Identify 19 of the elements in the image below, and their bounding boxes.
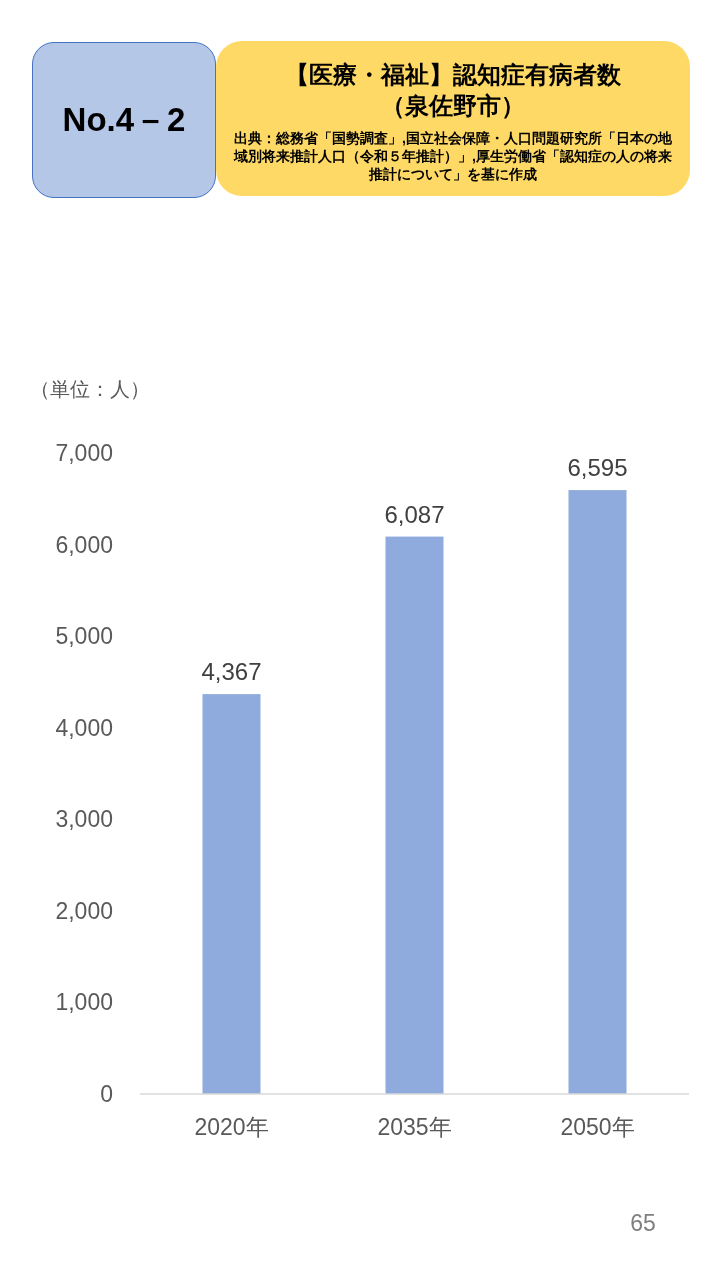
- annotation: 出典：総務省「国勢調査」,国立社会保障・人口問題研究所「日本の地域別将来推計人口（令和５年推計）」,厚生労働省「認知症の人の将来推計について」を基に作成: [232, 129, 673, 183]
- title: 【医療・福祉】認知症有病者数（泉佐野市）: [284, 60, 622, 121]
- x-tick-label: 2050年: [560, 1114, 635, 1140]
- y-tick-label: 7,000: [55, 440, 113, 466]
- y-tick-label: 4,000: [55, 714, 113, 741]
- y-tick-label: 5,000: [55, 623, 113, 650]
- x-tick-label: 2020年: [194, 1114, 269, 1140]
- y-tick-label: 2,000: [55, 897, 113, 924]
- data-label: 6,595: [567, 454, 628, 482]
- annotation: 65: [630, 1210, 656, 1236]
- data-label: 6,087: [384, 500, 445, 528]
- annotation: No.4－2: [62, 99, 186, 140]
- data-label: 4,367: [201, 658, 262, 686]
- y-tick-label: 3,000: [55, 806, 113, 833]
- y-tick-label: 0: [100, 1081, 113, 1107]
- ylabel: （単位：人）: [30, 378, 150, 400]
- y-tick-label: 6,000: [55, 531, 113, 558]
- x-tick-label: 2035年: [377, 1114, 452, 1140]
- y-tick-label: 1,000: [55, 989, 113, 1016]
